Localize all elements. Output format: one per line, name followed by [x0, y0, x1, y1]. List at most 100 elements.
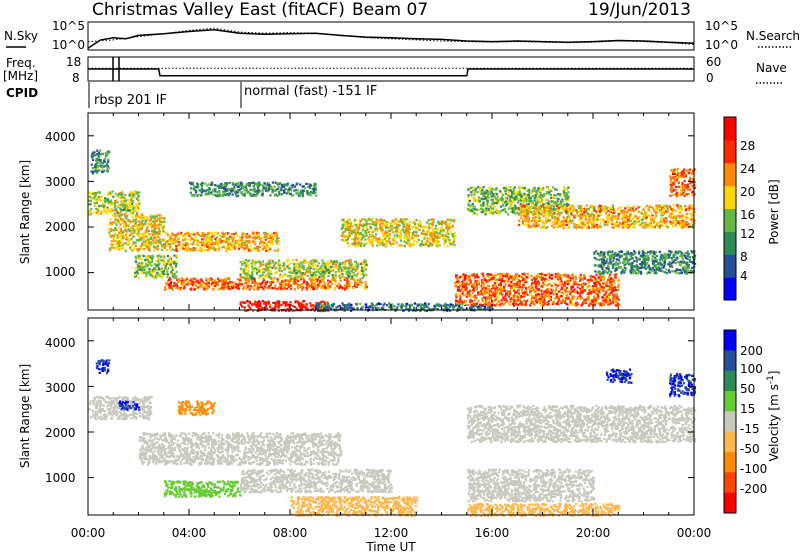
data-cell: [134, 221, 137, 224]
data-cell: [165, 263, 168, 266]
data-cell: [573, 291, 576, 294]
data-cell: [285, 282, 288, 285]
data-cell: [498, 287, 501, 290]
data-cell: [92, 197, 95, 200]
data-cell: [194, 249, 197, 252]
data-cell: [182, 239, 185, 242]
data-cell: [196, 242, 199, 245]
data-cell: [541, 296, 544, 299]
data-cell: [306, 283, 309, 287]
data-cell: [385, 224, 388, 227]
data-cell: [137, 277, 140, 280]
data-cell: [332, 269, 335, 272]
data-cell: [103, 207, 106, 211]
data-cell: [461, 292, 464, 295]
data-cell: [320, 306, 323, 310]
data-cell: [237, 181, 240, 184]
data-cell: [563, 301, 567, 304]
data-cell: [244, 247, 247, 250]
data-cell: [90, 163, 93, 166]
data-cell: [385, 244, 388, 247]
data-cell: [480, 272, 483, 275]
data-cell: [216, 281, 219, 284]
data-cell: [101, 152, 104, 155]
data-cell: [262, 288, 265, 291]
data-cell: [392, 237, 395, 240]
data-cell: [469, 279, 472, 283]
data-cell: [537, 284, 540, 287]
data-cell: [222, 192, 225, 195]
data-cell: [128, 234, 131, 237]
data-cell: [543, 290, 546, 293]
data-cell: [276, 242, 279, 245]
data-cell: [323, 284, 326, 287]
data-cell: [150, 264, 153, 267]
data-cell: [171, 275, 174, 278]
data-cell: [212, 189, 215, 192]
data-cell: [396, 306, 399, 309]
data-cell: [129, 212, 132, 215]
data-cell: [557, 303, 560, 306]
data-cell: [186, 243, 189, 246]
data-cell: [555, 286, 558, 289]
data-cell: [396, 231, 400, 234]
data-cell: [118, 226, 121, 229]
data-cell: [457, 281, 461, 284]
data-cell: [455, 292, 458, 295]
data-cell: [614, 276, 617, 279]
data-cell: [150, 229, 154, 232]
data-cell: [136, 248, 139, 251]
data-cell: [530, 289, 533, 292]
data-cell: [342, 266, 345, 269]
data-cell: [297, 283, 300, 286]
data-cell: [223, 278, 226, 281]
data-cell: [96, 153, 99, 156]
data-cell: [259, 305, 262, 308]
data-cell: [320, 278, 323, 282]
data-cell: [316, 280, 319, 283]
data-cell: [110, 208, 113, 211]
data-cell: [104, 164, 107, 167]
data-cell: [319, 302, 322, 305]
data-cell: [265, 245, 268, 248]
data-cell: [265, 248, 268, 251]
data-cell: [470, 307, 473, 310]
data-cell: [127, 219, 130, 222]
data-cell: [540, 289, 543, 292]
data-cell: [146, 226, 149, 229]
data-cell: [293, 266, 296, 269]
data-cell: [594, 299, 597, 302]
data-cell: [604, 297, 607, 300]
data-cell: [407, 239, 410, 242]
data-cell: [163, 238, 166, 241]
data-cell: [322, 270, 325, 273]
data-cell: [160, 254, 163, 257]
data-cell: [269, 242, 272, 245]
data-cell: [387, 226, 390, 229]
data-cell: [493, 283, 496, 286]
data-cell: [378, 222, 381, 225]
data-cell: [95, 211, 99, 214]
data-cell: [460, 299, 463, 302]
data-cell: [392, 308, 395, 311]
data-cell: [499, 290, 503, 293]
data-cell: [246, 300, 249, 303]
data-cell: [593, 283, 596, 286]
data-cell: [603, 298, 606, 302]
data-cell: [366, 309, 369, 312]
data-cell: [616, 296, 619, 299]
data-cell: [337, 305, 340, 308]
data-cell: [312, 282, 315, 286]
data-cell: [371, 237, 374, 240]
data-cell: [484, 296, 487, 299]
data-cell: [299, 271, 302, 274]
data-cell: [407, 309, 410, 312]
data-cell: [426, 305, 429, 308]
data-cell: [94, 192, 97, 195]
cpid-entry-2: normal (fast) -151 IF: [244, 84, 377, 99]
data-cell: [148, 255, 151, 258]
data-cell: [130, 231, 133, 234]
data-cell: [160, 276, 164, 279]
data-cell: [423, 237, 426, 240]
data-cell: [140, 271, 143, 275]
